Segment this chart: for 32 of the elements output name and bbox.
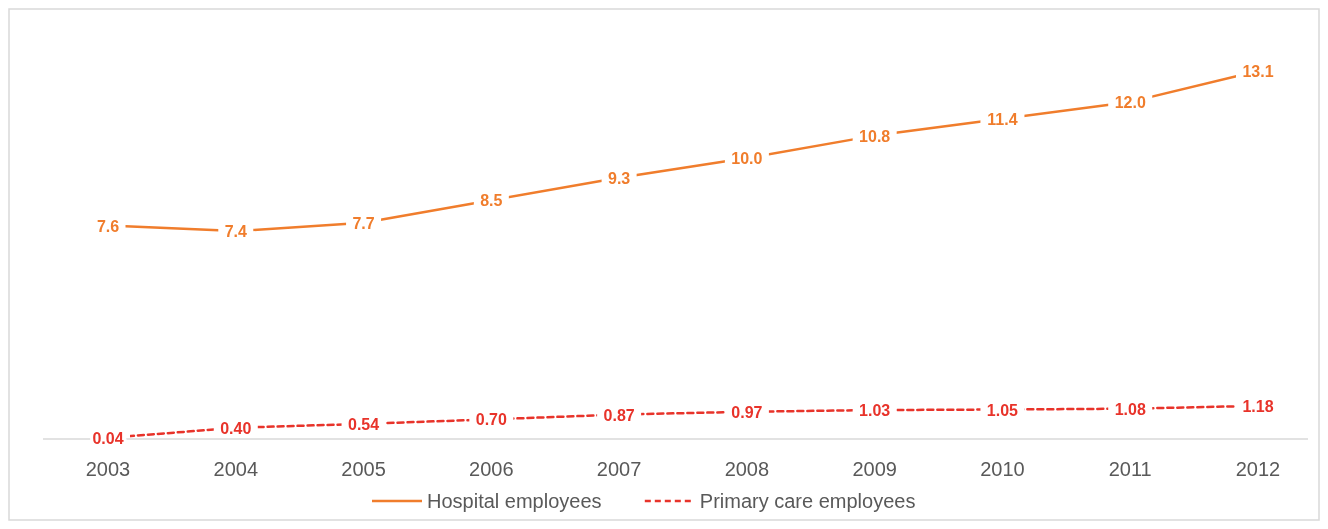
x-tick-label: 2012	[1235, 458, 1281, 480]
x-tick-label: 2011	[1108, 458, 1152, 480]
data-label: 1.08	[1114, 400, 1146, 418]
x-tick-label: 2004	[213, 458, 259, 480]
data-label: 12.0	[1114, 93, 1146, 111]
data-label: 0.97	[731, 403, 763, 421]
data-label: 10.8	[859, 127, 891, 145]
data-label: 0.04	[92, 429, 124, 447]
x-tick-label: 2003	[85, 458, 131, 480]
data-label: 10.0	[731, 150, 763, 168]
data-label: 1.18	[1242, 397, 1274, 415]
data-label: 8.5	[480, 192, 503, 210]
data-label: 13.1	[1242, 63, 1274, 80]
data-label: 7.6	[96, 217, 120, 235]
x-tick-label: 2007	[596, 458, 642, 480]
x-tick-label: 2010	[980, 458, 1025, 480]
data-label: 0.87	[603, 406, 635, 424]
x-tick-label: 2005	[341, 458, 386, 480]
legend-label: Primary care employees	[699, 490, 916, 512]
data-label: 7.7	[352, 214, 375, 232]
x-tick-label: 2008	[724, 458, 770, 480]
data-label: 11.4	[987, 110, 1018, 128]
legend-label: Hospital employees	[427, 490, 602, 512]
data-label: 0.70	[475, 411, 508, 429]
data-label: 0.54	[347, 415, 380, 433]
data-label: 7.4	[224, 223, 247, 241]
x-tick-label: 2006	[469, 458, 514, 480]
data-label: 1.03	[859, 402, 891, 420]
data-label: 1.05	[986, 401, 1019, 419]
x-tick-label: 2009	[852, 458, 897, 480]
data-label: 0.40	[220, 419, 252, 437]
data-label: 9.3	[607, 169, 631, 187]
